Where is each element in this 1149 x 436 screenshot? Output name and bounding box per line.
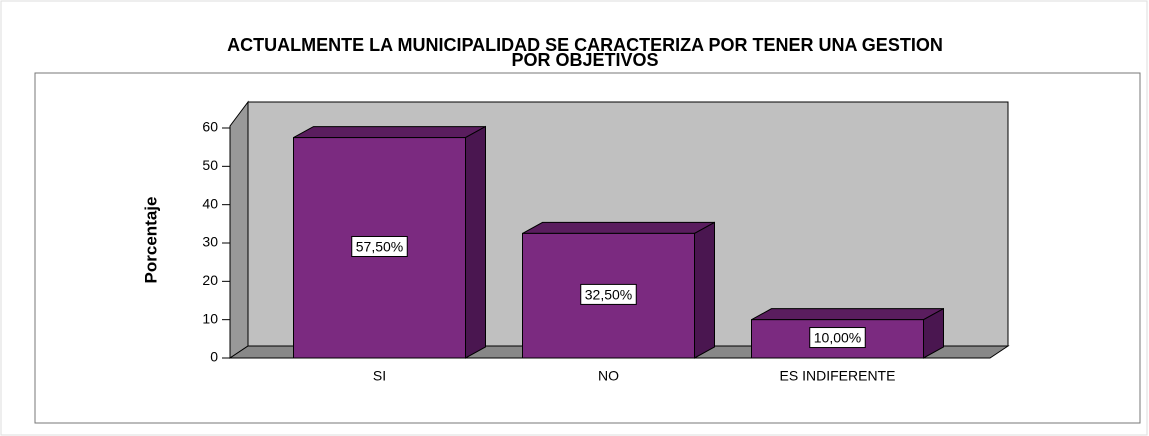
bar-top: [293, 126, 486, 139]
chart-title: POR OBJETIVOS: [511, 50, 658, 70]
value-label-box: [351, 235, 408, 257]
y-tick-label: 30: [202, 234, 218, 250]
chart-title: ACTUALMENTE LA MUNICIPALIDAD SE CARACTER…: [227, 35, 943, 55]
bar-side: [465, 125, 486, 359]
value-label: 57,50%: [356, 238, 403, 254]
value-label: 10,00%: [814, 330, 861, 346]
bar-top: [522, 221, 715, 234]
y-tick-label: 10: [202, 310, 218, 326]
x-tick-label: SI: [373, 368, 386, 384]
x-tick-label: NO: [598, 368, 619, 384]
y-tick-label: 40: [202, 195, 218, 211]
bar-side: [694, 221, 715, 359]
value-label: 32,50%: [585, 286, 632, 302]
x-tick-label: ES INDIFERENTE: [780, 368, 896, 384]
y-tick-label: 60: [202, 119, 218, 135]
side-wall: [229, 100, 249, 359]
value-label-box: [809, 327, 866, 349]
y-tick-label: 0: [210, 349, 218, 365]
y-tick-label: 20: [202, 272, 218, 288]
bar-top: [751, 308, 944, 321]
y-axis-label: Porcentaje: [141, 197, 160, 284]
y-tick-label: 50: [202, 157, 218, 173]
value-label-box: [580, 283, 637, 305]
